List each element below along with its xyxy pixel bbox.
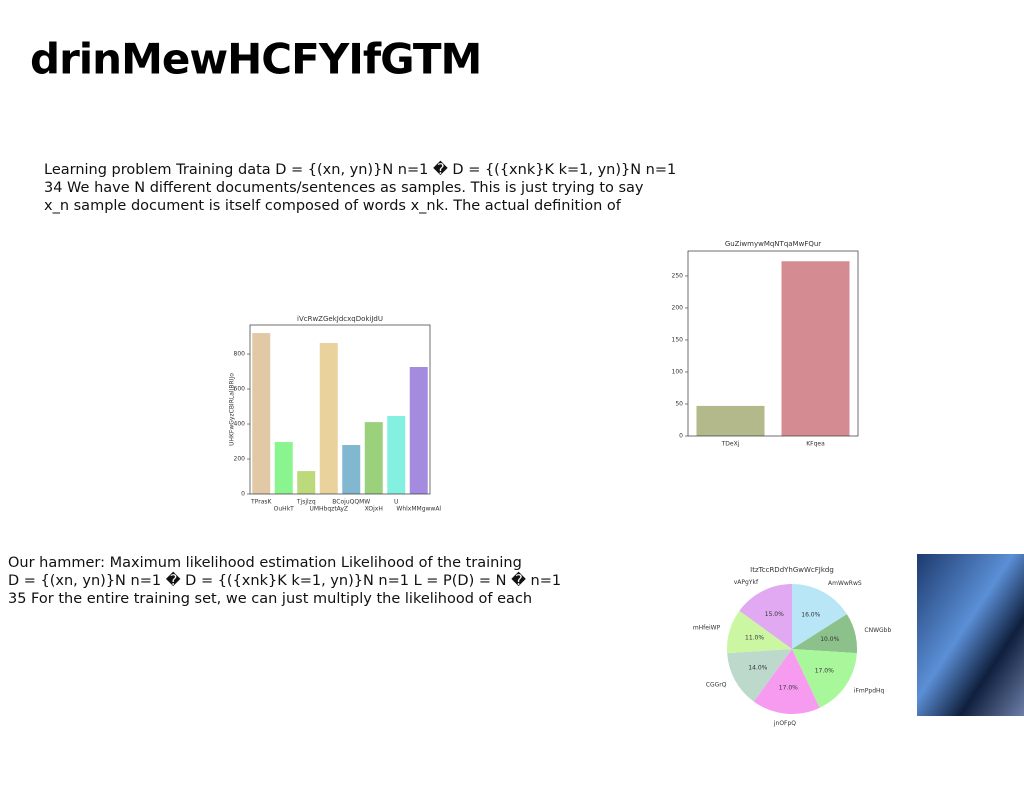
chart-title: iVcRwZGekJdcxqDokiJdU (297, 315, 383, 323)
y-tick-label: 50 (675, 400, 683, 407)
x-tick-label: UMHbqztAyZ (309, 506, 348, 513)
pie-slice (739, 584, 792, 649)
pie-slice (726, 610, 792, 654)
slice-label: CGGrQ (706, 682, 727, 689)
plot-frame (687, 250, 859, 437)
y-tick-label: 250 (672, 272, 684, 279)
bar (364, 422, 383, 494)
bar (409, 366, 428, 494)
slice-value-label: 17.0% (815, 667, 834, 674)
bar (274, 442, 293, 494)
bar (342, 445, 361, 494)
slice-label: jnOFpQ (773, 720, 796, 727)
y-tick-label: 0 (679, 433, 683, 440)
pie-slice (727, 649, 792, 702)
chart-title: ItzTccRDdYhGwWcFJkdg (750, 566, 834, 574)
x-tick-label: Tjsjlzq (296, 499, 316, 506)
slice-value-label: 17.0% (779, 684, 798, 691)
bar (319, 343, 338, 494)
pie-slice (792, 649, 857, 708)
slice-value-label: 10.0% (820, 636, 839, 643)
slice-value-label: 16.0% (801, 611, 820, 618)
slice-value-label: 11.0% (745, 635, 764, 642)
bar (252, 333, 271, 494)
x-tick-label: TPrasK (250, 499, 272, 506)
y-tick-label: 800 (234, 351, 246, 358)
bar (297, 471, 316, 494)
paragraph-line: Our hammer: Maximum likelihood estimatio… (8, 555, 522, 571)
y-axis-label: UHKFwGyzCBIRLaIJBRIJo (229, 373, 236, 446)
y-tick-label: 150 (672, 336, 684, 343)
slice-label: vAPgYkf (734, 579, 759, 586)
x-tick-label: OuHkT (274, 506, 295, 513)
photo (917, 554, 1024, 716)
paragraph-line: 34 We have N different documents/sentenc… (44, 180, 644, 196)
x-tick-label: BCojuQQMW (332, 499, 370, 506)
paragraph-line: D = {(xn, yn)}N n=1 � D = {({xnk}K k=1, … (8, 571, 561, 589)
x-tick-label: WhlxMMgwwAl (396, 506, 441, 513)
bar (781, 261, 850, 436)
slice-label: CNWGbb (864, 627, 891, 634)
paragraph-line: 35 For the entire training set, we can j… (8, 591, 532, 607)
slice-label: iFmPpdHq (854, 688, 885, 695)
pie-slice (753, 649, 820, 715)
bar (387, 415, 406, 494)
slice-label: mHfeiWP (693, 625, 721, 632)
pie-slice (792, 614, 857, 654)
slice-label: AmWwRwS (828, 580, 862, 587)
y-tick-label: 100 (672, 368, 684, 375)
plot-frame (249, 324, 431, 495)
y-tick-label: 600 (234, 386, 246, 393)
y-tick-label: 200 (234, 456, 246, 463)
x-tick-label: U (394, 499, 398, 506)
x-tick-label: TDeXj (721, 441, 740, 448)
paragraph-line: Learning problem Training data D = {(xn,… (44, 160, 676, 178)
x-tick-label: KFqea (806, 441, 825, 448)
x-tick-label: XOjxH (365, 506, 383, 513)
bar (696, 405, 765, 436)
y-tick-label: 0 (241, 491, 245, 498)
chart-title: GuZiwmywMqNTqaMwFQur (725, 240, 821, 248)
paragraph-line: x_n sample document is itself composed o… (44, 198, 622, 214)
y-tick-label: 200 (672, 304, 684, 311)
slice-value-label: 15.0% (765, 611, 784, 618)
slice-value-label: 14.0% (748, 664, 767, 671)
slide-title: drinMewHCFYIfGTM (30, 35, 481, 84)
y-tick-label: 400 (234, 421, 246, 428)
pie-slice (792, 584, 847, 649)
